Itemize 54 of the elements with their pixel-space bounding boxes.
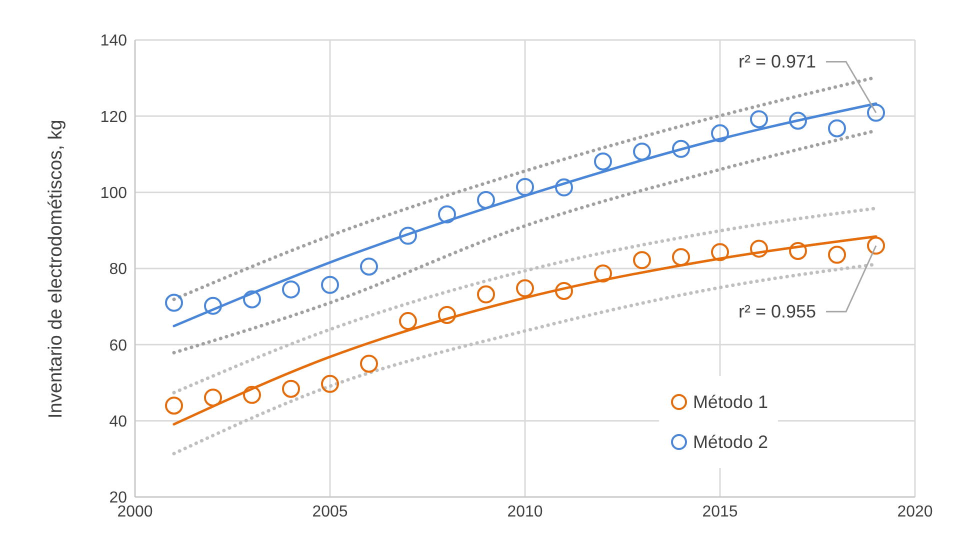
point (516, 178, 534, 196)
point (750, 110, 768, 128)
x-tick-label: 2005 (312, 503, 348, 520)
point (750, 240, 768, 258)
point (165, 396, 183, 415)
point (477, 190, 495, 209)
y-tick-label: 120 (100, 108, 128, 126)
point (555, 282, 573, 300)
annotation: r² = 0.955 (738, 302, 816, 322)
legend-label: Método 1 (692, 391, 768, 414)
y-tick-label: 40 (109, 414, 128, 431)
point (360, 354, 378, 373)
point (204, 388, 222, 407)
point (633, 251, 651, 270)
y-tick-label: 100 (100, 185, 128, 202)
point (789, 112, 807, 130)
point (594, 264, 612, 282)
point (243, 386, 261, 404)
x-tick-label: 2020 (897, 503, 933, 520)
point (867, 236, 885, 255)
point (867, 104, 885, 122)
point (204, 296, 222, 315)
point (828, 246, 846, 264)
point (828, 119, 846, 138)
point (282, 380, 300, 398)
point (711, 124, 729, 142)
point (555, 178, 573, 196)
point (594, 152, 612, 170)
y-tick-label: 60 (109, 337, 128, 354)
point (711, 243, 729, 262)
y-tick-label: 140 (100, 32, 128, 50)
line-series (172, 206, 878, 394)
point (789, 242, 807, 260)
point (321, 374, 339, 393)
point (438, 306, 456, 324)
point (399, 226, 417, 245)
point (672, 140, 690, 158)
point (477, 285, 495, 304)
point (516, 279, 534, 298)
point (399, 312, 417, 330)
point (282, 280, 300, 298)
point (438, 205, 456, 224)
y-axis-title: Inventario de electrodométiscos, kg (46, 120, 67, 418)
point (243, 290, 261, 308)
x-tick-label: 2010 (507, 503, 543, 520)
point (360, 258, 378, 276)
x-tick-label: 2015 (702, 503, 738, 520)
point (321, 276, 339, 294)
annotation: r² = 0.971 (738, 52, 816, 72)
point (633, 142, 651, 161)
point (165, 294, 183, 312)
legend-label: Método 2 (692, 431, 768, 454)
y-tick-label: 80 (109, 261, 128, 278)
point (672, 248, 690, 266)
